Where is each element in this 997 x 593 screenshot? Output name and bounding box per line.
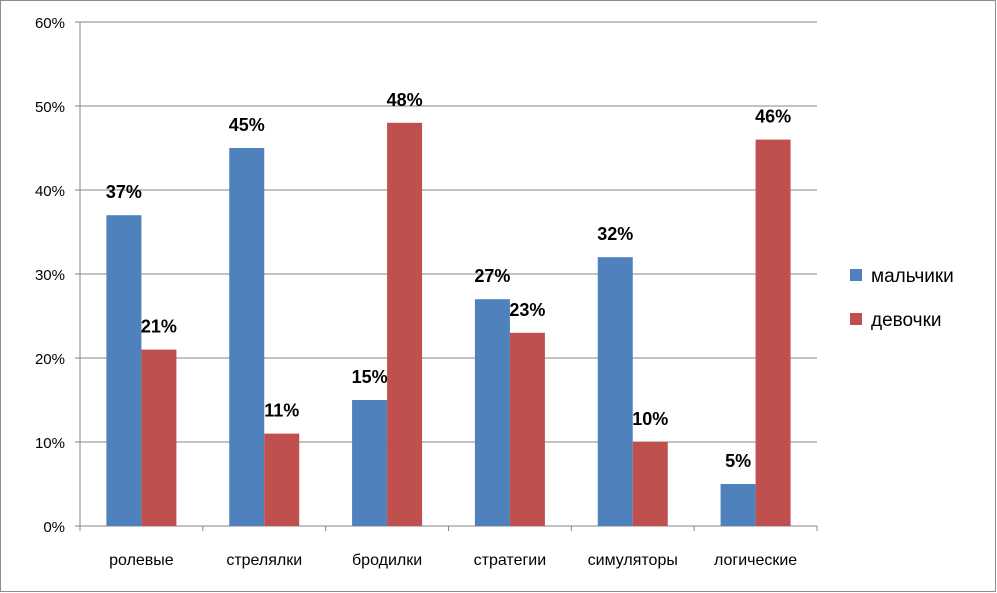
data-label: 11%	[264, 401, 299, 421]
bars	[106, 122, 791, 527]
bar-девочки-симуляторы	[632, 442, 668, 526]
data-label: 46%	[755, 107, 791, 127]
y-tick-label: 40%	[35, 183, 65, 200]
legend-swatch-девочки	[850, 313, 862, 325]
category-label: бродилки	[352, 552, 422, 569]
axes	[79, 22, 817, 527]
category-label: стратегии	[474, 552, 547, 569]
data-label: 48%	[387, 90, 423, 110]
y-tick-label: 60%	[35, 15, 65, 32]
bar-девочки-ролевые	[141, 349, 177, 526]
bar-девочки-стратегии	[509, 332, 545, 526]
bar-мальчики-бродилки	[352, 400, 388, 526]
data-label: 23%	[509, 300, 545, 320]
category-labels: ролевые стрелялки бродилки стратегии симулят…	[109, 552, 797, 569]
data-label: 15%	[352, 367, 388, 387]
data-label: 37%	[106, 182, 142, 202]
data-label: 21%	[141, 317, 177, 337]
bar-мальчики-логические	[720, 484, 756, 526]
legend-label: мальчики	[871, 266, 954, 287]
bar-мальчики-стратегии	[474, 299, 510, 526]
legend: мальчики девочки	[850, 266, 954, 331]
data-label: 27%	[474, 266, 510, 286]
category-label: симуляторы	[588, 552, 678, 569]
legend-swatch-мальчики	[850, 269, 862, 281]
category-label: стрелялки	[226, 552, 302, 569]
bar-мальчики-симуляторы	[597, 257, 633, 526]
y-tick-label: 0%	[43, 519, 65, 536]
data-label: 5%	[725, 451, 751, 471]
gridlines	[75, 21, 818, 531]
y-tick-label: 10%	[35, 435, 65, 452]
data-label: 45%	[229, 115, 265, 135]
data-labels: 37% 21% 45% 11% 15% 48% 27% 23% 32% 10% 5% 46%	[106, 90, 791, 471]
bar-девочки-бродилки	[387, 122, 423, 527]
data-label: 10%	[632, 409, 668, 429]
y-tick-label: 50%	[35, 99, 65, 116]
category-label: логические	[714, 552, 797, 569]
data-label: 32%	[597, 224, 633, 244]
category-label: ролевые	[109, 552, 174, 569]
y-tick-label: 30%	[35, 267, 65, 284]
legend-label: девочки	[871, 310, 942, 331]
bar-девочки-стрелялки	[264, 433, 300, 526]
bar-девочки-логические	[755, 139, 791, 526]
y-tick-label: 20%	[35, 351, 65, 368]
y-tick-labels: 0% 10% 20% 30% 40% 50% 60%	[35, 15, 65, 536]
bar-мальчики-стрелялки	[229, 148, 265, 526]
bar-мальчики-ролевые	[106, 215, 142, 526]
